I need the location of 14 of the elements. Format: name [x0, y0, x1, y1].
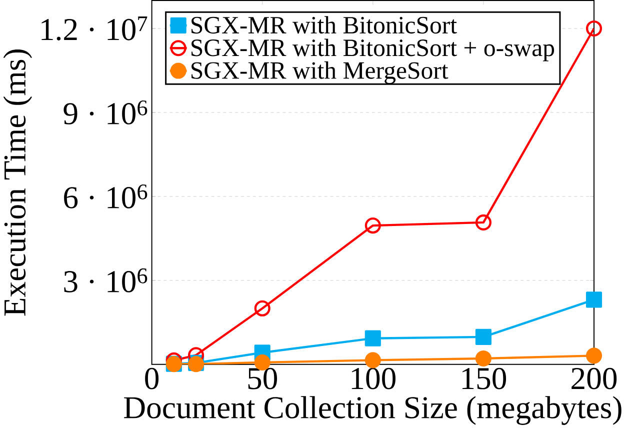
legend-label: SGX-MR with BitonicSort — [192, 16, 457, 34]
x-tick-label: 150 — [462, 368, 506, 390]
y-tick-label: 3 · 10$^{6}$ — [64, 268, 148, 292]
x-tick-label: 200 — [572, 368, 617, 390]
legend-label: SGX-MR with MergeSort — [192, 61, 448, 84]
y-tick-label: 9 · 10$^{6}$ — [64, 100, 148, 124]
x-tick-label: 0 — [145, 368, 159, 390]
x-axis-title: Document Collection Size (megabytes) — [124, 396, 622, 425]
legend-label: SGX-MR with BitonicSort + o-swap — [192, 38, 554, 62]
x-tick-label: 100 — [352, 368, 396, 390]
x-tick-label: 50 — [248, 368, 277, 390]
y-axis-title: Execution Time (ms) — [3, 49, 32, 316]
y-tick-label: 1.2 · 10$^{7}$ — [42, 16, 148, 40]
y-tick-label: 6 · 10$^{6}$ — [64, 184, 148, 208]
